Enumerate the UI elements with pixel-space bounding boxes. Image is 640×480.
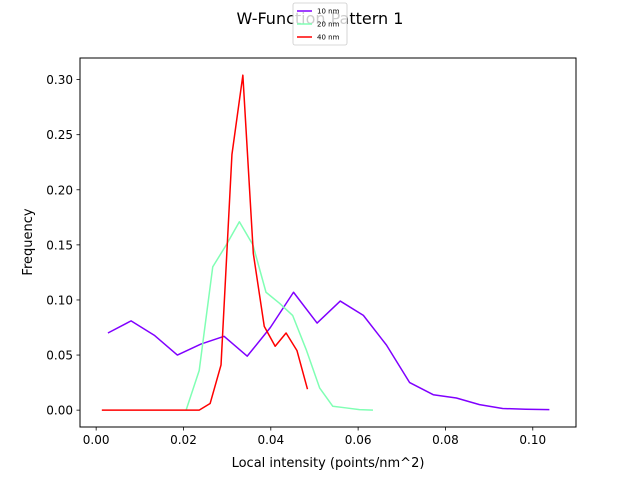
x-tick-label: 0.06: [345, 433, 372, 447]
axes-frame: [79, 57, 577, 428]
series-layer: [101, 74, 550, 411]
series-line-2: [185, 220, 374, 411]
legend-label-2: 20 nm: [317, 21, 340, 29]
legend: 10 nm 20 nm 40 nm: [292, 2, 348, 46]
series-line-3: [101, 74, 309, 411]
x-axis-label: Local intensity (points/nm^2): [232, 456, 425, 471]
y-tick-label: 0.00: [46, 404, 73, 418]
legend-label-1: 10 nm: [317, 8, 340, 16]
x-tick-label: 0.04: [257, 433, 284, 447]
y-tick-label: 0.05: [46, 349, 73, 363]
x-tick-label: 0.00: [83, 433, 110, 447]
y-axis: 0.00 0.05 0.10 0.15 0.20 0.25 0.30: [46, 73, 80, 418]
y-tick-label: 0.30: [46, 73, 73, 87]
y-tick-label: 0.20: [46, 183, 73, 197]
x-tick-label: 0.08: [432, 433, 459, 447]
x-tick-label: 0.02: [170, 433, 197, 447]
y-tick-label: 0.10: [46, 293, 73, 307]
series-line-1: [107, 291, 550, 411]
legend-box: [292, 2, 348, 46]
y-tick-label: 0.25: [46, 128, 73, 142]
x-axis: 0.00 0.02 0.04 0.06 0.08 0.10: [83, 427, 546, 447]
y-axis-label: Frequency: [21, 208, 36, 275]
legend-label-3: 40 nm: [317, 34, 340, 42]
y-tick-label: 0.15: [46, 238, 73, 252]
x-tick-label: 0.10: [519, 433, 546, 447]
